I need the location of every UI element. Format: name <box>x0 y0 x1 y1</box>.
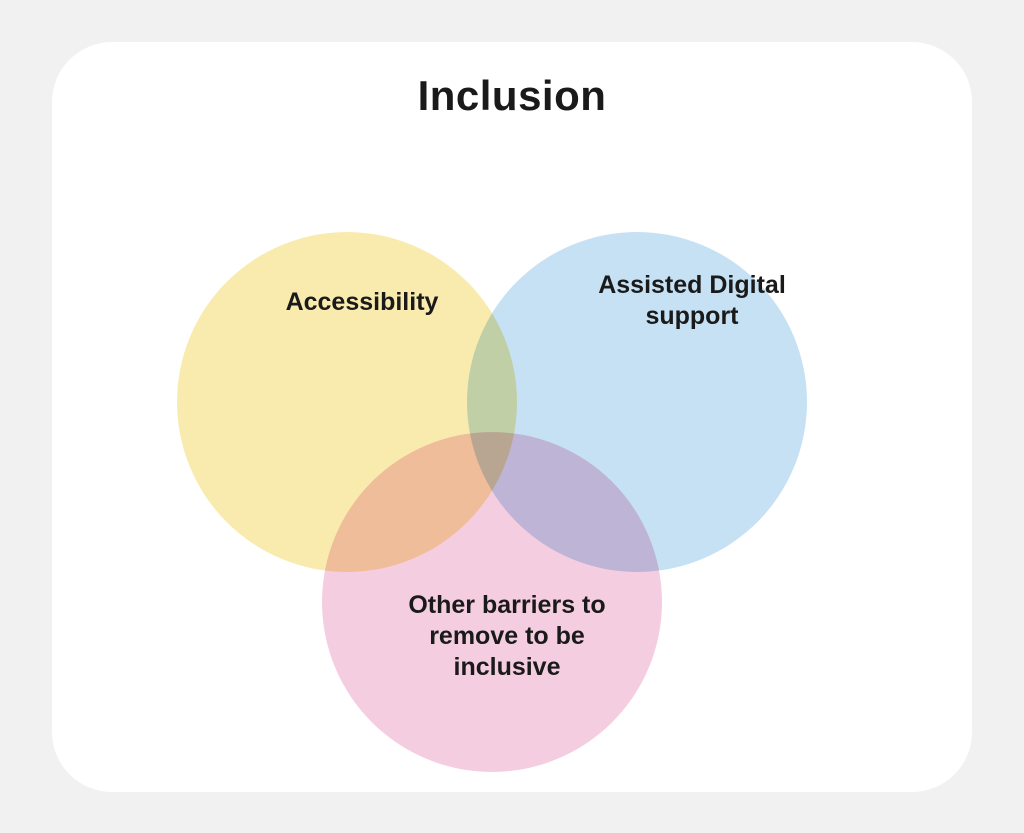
venn-label-other-barriers: Other barriers to remove to be inclusive <box>382 590 632 684</box>
diagram-title: Inclusion <box>52 72 972 120</box>
diagram-card: Inclusion Accessibility Assisted Digital … <box>52 42 972 792</box>
venn-diagram: Accessibility Assisted Digital support Oth… <box>52 142 972 792</box>
venn-label-accessibility: Accessibility <box>262 287 462 318</box>
venn-label-assisted-digital: Assisted Digital support <box>572 270 812 333</box>
